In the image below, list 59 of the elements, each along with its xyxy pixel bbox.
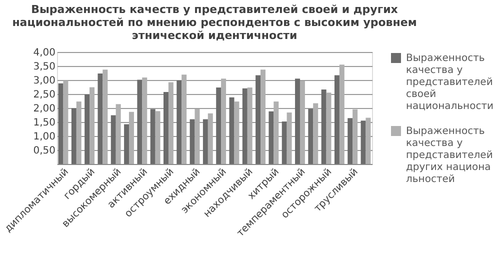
bar (116, 104, 121, 164)
chart-title: Выраженность качеств у представителей своей и других национальностей по мнению респондентов с высоким уровнем этнической идентичности (12, 3, 417, 42)
bar (124, 124, 130, 164)
bar (90, 87, 95, 164)
bar (348, 118, 353, 164)
y-tick-label: 2,50 (33, 90, 56, 100)
bar (202, 119, 208, 164)
y-tick-label: 2,00 (33, 104, 56, 114)
bar (182, 74, 187, 164)
bar (247, 88, 252, 164)
bar (176, 80, 182, 164)
bar (137, 80, 142, 164)
bar (71, 108, 76, 164)
bar (260, 70, 266, 164)
bar (360, 120, 366, 164)
bar (339, 64, 344, 164)
bar (63, 80, 68, 164)
bar (256, 75, 261, 164)
bar (102, 70, 108, 164)
bar (326, 92, 332, 164)
bar (168, 82, 174, 164)
bar (221, 78, 226, 164)
bar (150, 109, 156, 164)
bar (164, 92, 168, 164)
bar (84, 94, 90, 164)
bar (242, 88, 248, 164)
bar (98, 74, 103, 164)
y-tick-label: 4,00 (33, 48, 56, 58)
bar (282, 121, 287, 164)
bar (128, 112, 134, 164)
bar (268, 111, 274, 164)
y-tick-label: 1,00 (33, 132, 56, 142)
bar (208, 113, 213, 164)
bar (155, 111, 160, 164)
legend-label: Выраженность качества у представителей своей национальности (406, 53, 494, 112)
bar (58, 83, 64, 164)
bar (334, 75, 340, 164)
bar (295, 78, 300, 164)
y-tick-label: 0,50 (33, 146, 56, 156)
bar (229, 97, 234, 164)
bar (286, 112, 292, 164)
bar (366, 118, 371, 164)
bar (142, 77, 148, 164)
legend-label: Выраженность качества у представителей других национальностей (406, 126, 493, 185)
bar (308, 108, 314, 164)
bar (321, 90, 326, 164)
y-tick-label: 3,00 (33, 76, 56, 86)
bar (110, 115, 116, 164)
bar (274, 102, 279, 164)
bar (300, 80, 305, 164)
bar (190, 119, 195, 164)
bar (216, 88, 222, 164)
bar (313, 103, 318, 164)
y-tick-label: 3,50 (33, 62, 56, 72)
bar (234, 102, 240, 164)
bar (352, 109, 358, 164)
y-tick-label: 1,50 (33, 118, 56, 128)
bar (194, 108, 200, 164)
bar (76, 102, 82, 164)
